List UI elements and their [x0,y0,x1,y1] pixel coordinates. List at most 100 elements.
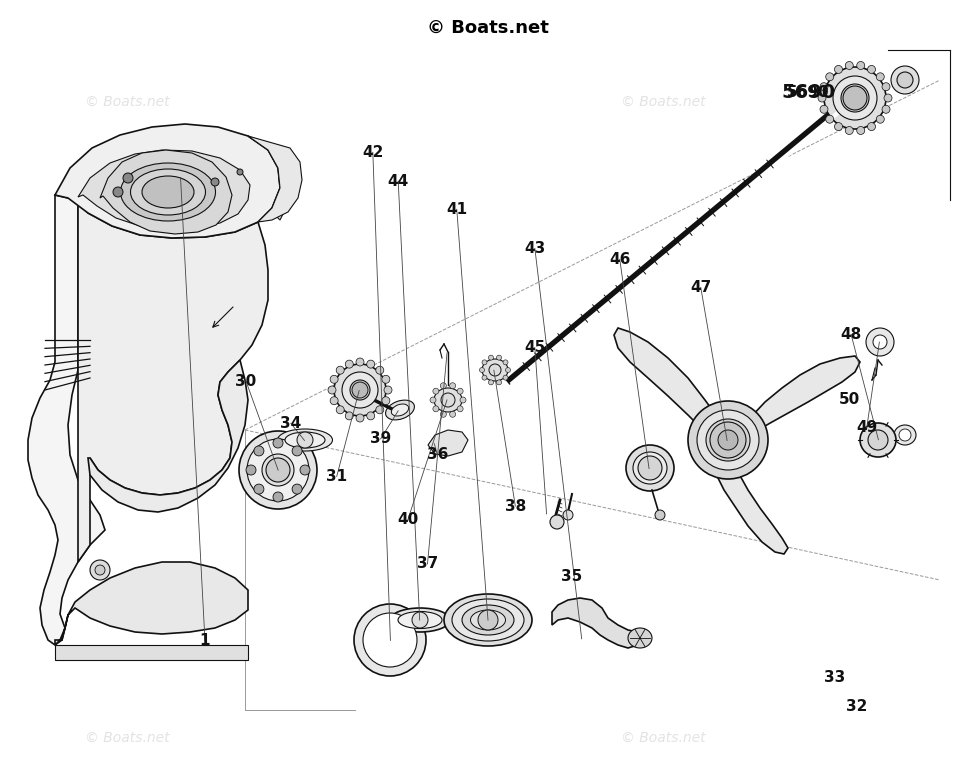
Polygon shape [248,136,302,222]
Circle shape [876,116,884,123]
Ellipse shape [131,169,206,215]
Ellipse shape [142,176,194,208]
Ellipse shape [434,388,462,412]
Text: © Boats.net: © Boats.net [622,731,706,745]
Circle shape [433,406,439,412]
Circle shape [95,565,105,575]
Circle shape [550,515,564,529]
Circle shape [497,380,502,385]
Text: 44: 44 [387,173,409,189]
Circle shape [367,360,375,368]
Circle shape [352,382,368,398]
Text: 39: 39 [370,431,391,447]
Circle shape [300,465,310,475]
Text: 46: 46 [609,251,630,267]
Circle shape [292,446,303,456]
Circle shape [818,94,826,102]
Circle shape [506,368,510,373]
Ellipse shape [285,432,325,448]
Circle shape [868,123,875,130]
Polygon shape [78,150,250,229]
Circle shape [367,412,375,420]
Circle shape [638,456,662,480]
Text: 42: 42 [362,144,384,160]
Circle shape [718,430,738,450]
Circle shape [346,360,353,368]
Ellipse shape [342,372,378,408]
Text: © Boats.net: © Boats.net [427,19,549,37]
Circle shape [254,446,264,456]
Polygon shape [78,197,268,562]
Circle shape [655,510,665,520]
Circle shape [876,73,884,80]
Circle shape [834,66,842,73]
Circle shape [843,86,867,110]
Text: 41: 41 [446,201,468,217]
Polygon shape [710,444,788,554]
Circle shape [820,105,828,113]
Text: 45: 45 [524,340,546,355]
Circle shape [826,116,834,123]
Circle shape [356,414,364,422]
Circle shape [450,412,456,417]
Circle shape [868,66,875,73]
Circle shape [460,397,466,403]
Text: 31: 31 [326,469,347,484]
Text: 38: 38 [505,498,526,514]
Polygon shape [248,136,292,220]
Ellipse shape [239,431,317,509]
Circle shape [882,105,890,113]
Polygon shape [55,124,280,238]
Circle shape [254,484,264,494]
Circle shape [710,422,746,458]
Text: 40: 40 [397,512,419,527]
Text: 48: 48 [840,326,862,342]
Circle shape [266,458,290,482]
Text: 5690: 5690 [787,84,830,100]
Ellipse shape [470,610,506,630]
Ellipse shape [277,429,333,451]
Text: 47: 47 [690,280,712,295]
Circle shape [479,368,484,373]
Circle shape [820,83,828,91]
Circle shape [273,438,283,448]
Circle shape [330,376,338,383]
Circle shape [857,62,865,70]
Circle shape [482,360,487,365]
Circle shape [328,386,336,394]
Ellipse shape [120,163,216,221]
Circle shape [503,375,508,380]
Circle shape [237,169,243,175]
Text: 50: 50 [838,392,860,408]
Polygon shape [614,328,728,452]
Text: 43: 43 [524,241,546,256]
Ellipse shape [363,613,417,667]
Text: 5690: 5690 [781,83,835,102]
Ellipse shape [386,400,415,420]
Ellipse shape [334,364,386,416]
Circle shape [899,429,911,441]
Circle shape [356,358,364,366]
Ellipse shape [628,628,652,648]
Ellipse shape [452,599,524,641]
Text: 37: 37 [417,556,438,572]
Text: © Boats.net: © Boats.net [85,731,169,745]
Circle shape [503,360,508,365]
Ellipse shape [398,612,442,629]
Circle shape [868,430,888,450]
Ellipse shape [350,380,370,400]
Ellipse shape [688,401,768,479]
Circle shape [376,406,384,414]
Circle shape [845,62,853,70]
Ellipse shape [444,594,532,646]
Circle shape [489,364,501,376]
Ellipse shape [633,452,667,484]
Ellipse shape [706,419,750,461]
Circle shape [412,612,428,628]
Text: © Boats.net: © Boats.net [622,95,706,109]
Circle shape [497,355,502,360]
Circle shape [113,187,123,197]
Ellipse shape [462,605,514,635]
Ellipse shape [626,445,674,491]
Circle shape [440,412,446,417]
